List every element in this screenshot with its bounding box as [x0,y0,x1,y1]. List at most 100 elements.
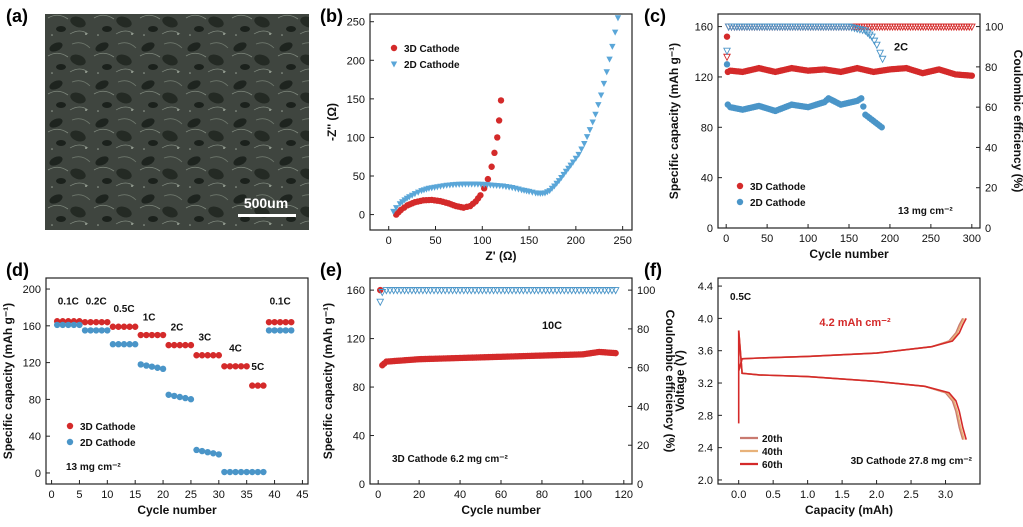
x-tick-label: 1.5 [834,489,849,501]
data-point [87,318,94,326]
y-axis-label: Specific capacity (mAh g⁻¹) [1,303,15,459]
data-point [378,289,387,297]
plot-frame [717,13,981,229]
x-tick-label: 30 [213,489,225,501]
data-point [530,287,539,295]
x-tick-label: 35 [241,489,253,501]
panel-label-f: (f) [644,260,662,280]
y-tick-label: 160 [695,22,713,34]
data-point [204,448,211,456]
data-point [723,47,731,56]
data-point [480,185,488,192]
x-tick-label: 45 [296,489,308,501]
chart-b: 0 50 100 150 200 250 0 50 100 150 200 250 Z' (Ω) -Z''… [325,13,633,263]
x-tick-label: 15 [129,489,141,501]
data-point [137,361,144,368]
y-tick-label: 80 [701,122,713,134]
series-2d-cathode [390,15,622,216]
data-point [467,287,476,295]
data-point [606,56,613,63]
data-point [541,287,550,295]
series-3d-cathode [723,33,976,79]
y2-tick-label: 0 [985,223,991,235]
data-point [504,287,513,295]
x-tick-label: 250 [613,235,631,247]
panel-label-a: (a) [6,6,28,26]
data-point [845,23,853,32]
y-axis-label: Specific capacity (mAh g⁻¹) [667,43,681,199]
x-tick-label: 5 [76,489,82,501]
data-point [226,468,234,476]
y-tick-label: 150 [347,94,365,106]
legend-marker [390,61,398,68]
y-tick-label: 0 [359,479,365,491]
data-point [437,287,446,295]
y-tick-label: 2.8 [698,410,713,422]
data-point [497,287,505,295]
series-3d-cathode-ce [376,287,620,307]
loading-label: 3D Cathode 27.8 mg cm⁻² [851,456,973,467]
data-point [569,159,577,166]
data-point [456,287,465,295]
rate-label: 0.5C [730,292,751,303]
plot-frame [369,13,633,231]
data-point [556,287,565,295]
legend-label: 60th [762,460,783,471]
data-point [488,163,495,170]
y-axis-label: Specific capacity (mAh g⁻¹) [321,303,335,459]
scale-bar-label: 500um [244,195,288,211]
y-tick-label: 4.4 [698,281,713,293]
data-point [288,318,295,326]
data-point [154,331,161,339]
data-point [441,287,450,295]
y-tick-label: 120 [23,358,41,370]
x-tick-label: 50 [761,233,773,245]
panel-label-c: (c) [644,6,666,26]
data-point [265,327,273,334]
y-tick-label: 0 [707,223,713,235]
data-point [126,323,133,330]
data-point [586,127,594,134]
y2-tick-label: 80 [985,62,997,74]
data-point [595,102,602,109]
micrograph: 500um [45,14,309,230]
data-point [567,287,576,295]
data-point [215,451,223,458]
data-point [519,287,528,295]
y-tick-label: 3.6 [698,346,713,358]
data-point [860,103,867,110]
loading-label: 3D Cathode 6.2 mg cm⁻² [392,454,509,465]
scale-bar [238,214,296,217]
x-tick-label: 0 [723,233,729,245]
data-point [597,92,605,99]
legend-marker [390,44,398,52]
legend-marker [66,422,74,430]
data-point [143,331,150,339]
y-tick-label: 120 [347,334,365,346]
x-tick-label: 1.0 [800,489,815,501]
y2-tick-label: 40 [637,401,649,413]
data-point [98,318,105,326]
data-point [182,394,189,402]
rate-label: 2C [171,322,184,333]
data-point [575,287,584,295]
data-point [853,25,862,34]
x-tick-label: 100 [473,235,491,247]
x-tick-label: 2.0 [869,489,884,501]
data-point [198,447,206,455]
data-point [511,287,520,295]
panel-label-d: (d) [6,260,29,280]
data-point [260,382,267,389]
data-point [418,287,427,295]
data-point [215,352,223,359]
data-point [76,321,83,329]
y-tick-label: 250 [347,17,365,29]
data-point [198,352,206,359]
data-point [414,189,422,196]
x-tick-label: 100 [799,233,817,245]
legend-label: 3D Cathode [80,422,136,433]
data-point [98,327,105,334]
x-tick-label: 0.0 [731,489,746,501]
y2-tick-label: 40 [985,142,997,154]
